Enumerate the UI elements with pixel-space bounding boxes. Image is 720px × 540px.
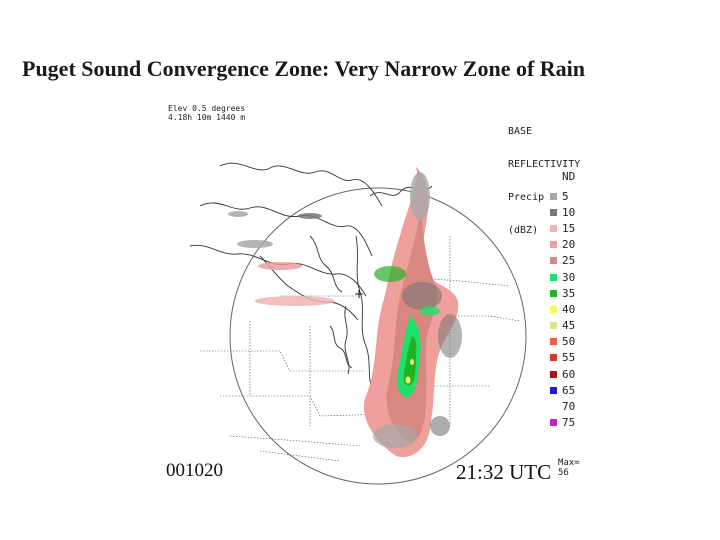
legend-swatch [550,257,557,265]
legend-row: 5 [550,188,600,204]
legend-label: 60 [562,367,576,381]
radar-map: + Elev 0.5 degrees 4.18h 10m 1440 m BASE… [160,96,600,486]
legend-row: 40 [550,301,600,317]
legend-row: 45 [550,318,600,334]
legend-row: 65 [550,382,600,398]
legend-label: 35 [562,286,576,300]
legend-row: 15 [550,220,600,236]
height-line: 4.18h 10m 1440 m [168,113,246,122]
max-value: Max= 56 [558,458,580,478]
legend-swatch [550,386,557,394]
radar-site-marker: + [354,287,364,301]
legend-swatch [550,241,557,249]
legend-label: 25 [562,254,576,268]
legend-row: 70 [550,398,600,414]
product-line-1: BASE [508,126,533,137]
legend-row: 30 [550,269,600,285]
legend-swatch [550,192,557,200]
legend-label: 10 [562,205,576,219]
legend-label: 5 [562,189,569,203]
legend-row: 20 [550,237,600,253]
legend-label: 65 [562,383,576,397]
product-info: BASE REFLECTIVITY Precip (dBZ) [508,104,580,258]
product-line-4: (dBZ) [508,225,539,236]
product-line-2: REFLECTIVITY [508,159,581,170]
legend-row: 75 [550,415,600,431]
radar-map-graphic: + [189,162,527,485]
reflectivity-legend: 5 10 15 20 25 30 35 40 45 50 55 60 65 70… [550,188,600,431]
legend-swatch [550,322,557,330]
legend-label: 55 [562,351,576,365]
convergence-band [363,166,462,458]
legend-label: 30 [562,270,576,284]
product-line-3: Precip [508,192,545,203]
legend-swatch [550,208,557,216]
elevation-info: Elev 0.5 degrees 4.18h 10m 1440 m [168,104,245,122]
legend-row: 60 [550,366,600,382]
elevation-line: Elev 0.5 degrees [168,104,246,113]
county-lines [200,236,521,462]
range-ring [229,187,527,485]
legend-row: 25 [550,253,600,269]
legend-row: 35 [550,285,600,301]
legend-swatch [550,419,557,427]
legend-label: 75 [562,416,576,430]
legend-swatch [550,403,557,411]
legend-label: 15 [562,221,576,235]
legend-swatch [550,338,557,346]
legend-swatch [550,370,557,378]
light-echoes [228,211,335,306]
date-stamp: 001020 [166,460,223,481]
legend-label: 45 [562,319,576,333]
max-number: 56 [558,468,569,478]
legend-row: 50 [550,334,600,350]
legend-row: 55 [550,350,600,366]
legend-label: 20 [562,238,576,252]
legend-row: 10 [550,204,600,220]
max-label: Max= [558,458,580,468]
time-stamp: 21:32 UTC [456,460,552,484]
slide-title: Puget Sound Convergence Zone: Very Narro… [22,56,586,81]
legend-label: 50 [562,335,576,349]
legend-swatch [550,305,557,313]
legend-label: 70 [562,400,576,414]
legend-swatch [550,273,557,281]
legend-swatch [550,224,557,232]
legend-nd-label: ND [562,170,576,183]
legend-swatch [550,289,557,297]
legend-label: 40 [562,302,576,316]
legend-swatch [550,354,557,362]
